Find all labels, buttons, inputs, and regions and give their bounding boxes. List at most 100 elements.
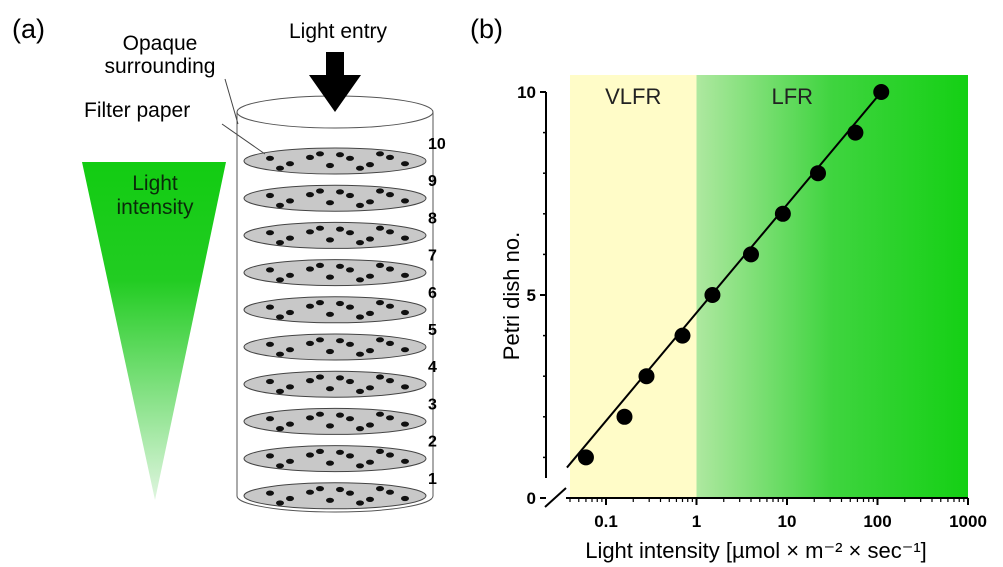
seed <box>326 497 334 503</box>
seed <box>266 416 274 422</box>
x-tick-label: 1000 <box>949 512 987 531</box>
seed <box>326 460 334 466</box>
x-tick-label: 100 <box>863 512 891 531</box>
seed <box>276 388 284 394</box>
seed <box>306 378 314 384</box>
seed <box>386 266 394 272</box>
data-points <box>577 84 890 466</box>
seed <box>376 374 384 380</box>
seed <box>286 309 294 316</box>
dish-number: 2 <box>428 434 437 451</box>
seed <box>266 230 274 236</box>
dish-number: 1 <box>428 471 437 488</box>
seed <box>401 421 409 427</box>
data-point <box>577 449 594 466</box>
seed <box>286 384 294 390</box>
petri-dish <box>243 370 427 398</box>
seed <box>326 237 334 243</box>
seed <box>306 303 314 309</box>
dish-number: 8 <box>428 210 437 227</box>
seed <box>286 235 294 241</box>
y-tick-label: 5 <box>527 286 536 305</box>
seed <box>276 463 284 469</box>
seed <box>376 188 384 194</box>
seed <box>316 300 324 306</box>
filter-paper-disc <box>243 370 427 398</box>
intensity-label-line1: Light <box>132 172 178 195</box>
seed <box>316 448 324 454</box>
seed <box>336 449 344 455</box>
data-point <box>616 408 633 425</box>
seed <box>266 267 274 273</box>
seed <box>336 300 344 307</box>
seed <box>356 277 364 283</box>
seed <box>366 459 374 465</box>
dish-number: 9 <box>428 173 437 190</box>
filter-paper-disc <box>243 482 427 510</box>
seed <box>336 338 344 344</box>
seed <box>346 341 354 347</box>
seed <box>366 348 374 354</box>
seed <box>326 200 334 206</box>
petri-dish <box>243 407 427 435</box>
seed <box>316 411 324 417</box>
seed <box>386 452 394 458</box>
seed <box>356 500 364 506</box>
seed <box>316 337 324 343</box>
seed <box>326 162 334 169</box>
seed <box>276 500 284 506</box>
seed <box>266 155 274 161</box>
seed <box>336 226 344 232</box>
region-lfr-band <box>696 75 968 498</box>
intensity-triangle <box>82 162 226 500</box>
seed <box>276 426 284 432</box>
seed <box>336 189 344 195</box>
seed <box>366 236 374 242</box>
seed <box>366 273 374 279</box>
seed <box>386 489 394 495</box>
petri-dish <box>243 296 427 324</box>
seed <box>356 240 364 246</box>
seed <box>401 458 409 464</box>
data-point <box>638 368 655 385</box>
seed <box>286 495 294 502</box>
filter-paper-disc <box>243 147 427 175</box>
seed <box>401 235 409 241</box>
data-point <box>742 246 759 263</box>
dish-number: 4 <box>428 359 437 376</box>
seed <box>286 421 294 427</box>
y-tick-label: 10 <box>517 83 536 102</box>
seed <box>386 303 394 309</box>
seed <box>286 458 294 464</box>
cylinder-bottom <box>236 495 434 513</box>
seed <box>286 347 294 353</box>
seed <box>266 304 274 310</box>
seed <box>266 192 274 199</box>
seed <box>386 415 394 421</box>
panel-a: (a) Light intensity 10 9 8 7 6 5 4 3 2 1 Light en… <box>12 14 446 513</box>
seed <box>276 165 284 171</box>
petri-dish-stack <box>243 147 427 510</box>
seed <box>316 151 324 157</box>
seed <box>346 378 354 385</box>
panel-b-letter: (b) <box>470 14 503 44</box>
dish-number-labels: 10 9 8 7 6 5 4 3 2 1 <box>428 136 446 488</box>
seed <box>366 162 374 168</box>
seed <box>376 448 384 454</box>
x-axis-label: Light intensity [µmol × m⁻² × sec⁻¹] <box>585 538 927 563</box>
seed <box>276 277 284 283</box>
petri-dish <box>243 147 427 175</box>
seed <box>346 453 354 459</box>
opaque-leader-line <box>224 78 239 125</box>
seed <box>266 378 274 385</box>
seed <box>316 188 324 194</box>
seed <box>366 422 374 428</box>
data-point <box>847 124 864 141</box>
seed <box>276 202 284 208</box>
seed <box>306 192 314 198</box>
seed <box>276 240 284 246</box>
chart-axes: 0 5 10 0.1 1 10 100 1000 <box>517 83 987 531</box>
seed <box>336 152 344 158</box>
seed <box>316 225 324 231</box>
